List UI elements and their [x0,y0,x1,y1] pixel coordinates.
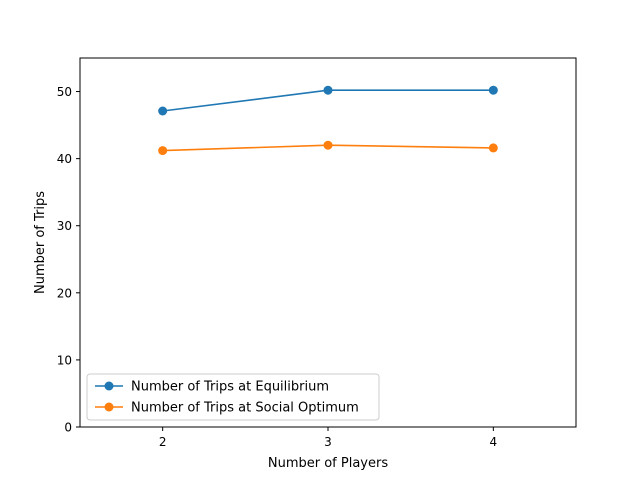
data-point [323,140,333,150]
y-tick-label: 30 [57,219,72,233]
data-point [323,85,333,95]
y-tick-label: 10 [57,353,72,367]
y-axis-ticks: 0 10 20 30 40 50 [57,85,80,435]
data-point [158,106,168,116]
x-tick-label: 2 [159,435,167,449]
y-tick-label: 20 [57,286,72,300]
series-layer [158,85,498,156]
x-tick-label: 3 [324,435,332,449]
plot-area [80,58,576,427]
x-axis-label: Number of Players [268,456,388,471]
legend-marker [104,402,114,412]
plot-frame [79,57,577,428]
y-tick-label: 40 [57,152,72,166]
data-point [488,143,498,153]
x-tick-label: 4 [490,435,498,449]
y-tick-label: 0 [64,421,72,435]
legend-marker [104,381,114,391]
legend: Number of Trips at Equilibrium Number of … [86,373,380,421]
y-tick-label: 50 [57,85,72,99]
legend-label: Number of Trips at Social Optimum [131,401,359,416]
data-point [158,146,168,156]
legend-label: Number of Trips at Equilibrium [131,380,329,395]
data-point [488,85,498,95]
y-axis-label: Number of Trips [33,191,48,294]
x-axis-ticks: 2 3 4 [159,427,497,449]
legend-box [86,373,380,421]
